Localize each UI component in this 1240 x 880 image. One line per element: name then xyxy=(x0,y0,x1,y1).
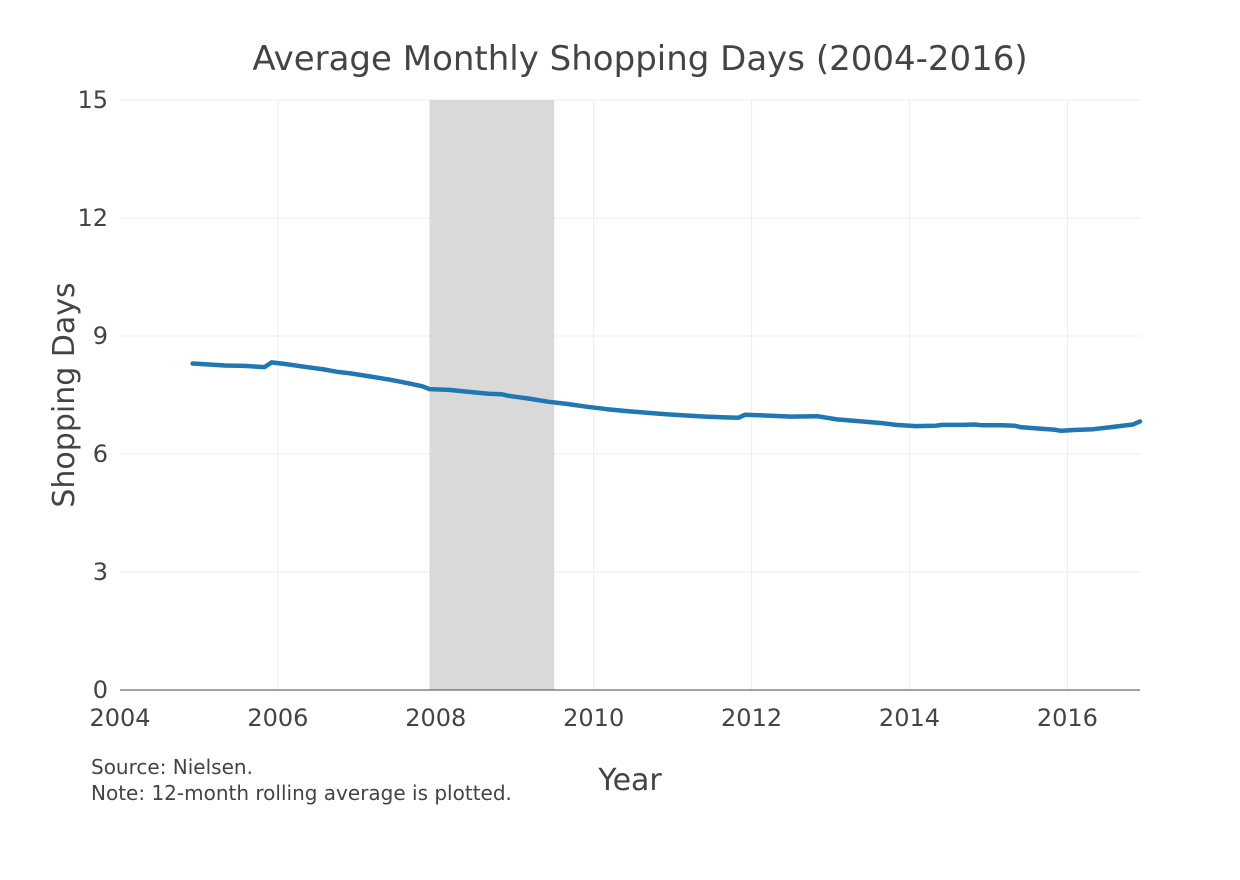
x-tick-label: 2014 xyxy=(879,704,940,732)
y-tick-label: 15 xyxy=(77,86,108,114)
series-lines xyxy=(190,360,1143,434)
x-tick-label: 2008 xyxy=(405,704,466,732)
source-note: Source: Nielsen. xyxy=(91,755,253,779)
chart-title: Average Monthly Shopping Days (2004-2016… xyxy=(252,39,1027,79)
tick-labels: 0 3 6 9 12 15 2004 2006 2008 2010 2012 2014 2016 xyxy=(77,86,1097,732)
y-tick-label: 9 xyxy=(93,322,108,350)
y-tick-label: 12 xyxy=(77,204,108,232)
series-line xyxy=(190,360,1143,434)
x-tick-label: 2004 xyxy=(89,704,150,732)
footnote: Note: 12-month rolling average is plotte… xyxy=(91,781,512,805)
y-tick-label: 6 xyxy=(93,440,108,468)
y-tick-label: 3 xyxy=(93,558,108,586)
x-tick-label: 2006 xyxy=(247,704,308,732)
grid-lines xyxy=(120,99,1140,690)
x-tick-label: 2010 xyxy=(563,704,624,732)
y-axis-label: Shopping Days xyxy=(47,282,82,507)
y-tick-label: 0 xyxy=(93,676,108,704)
x-tick-label: 2016 xyxy=(1037,704,1098,732)
x-axis-label: Year xyxy=(597,763,662,798)
x-tick-label: 2012 xyxy=(721,704,782,732)
